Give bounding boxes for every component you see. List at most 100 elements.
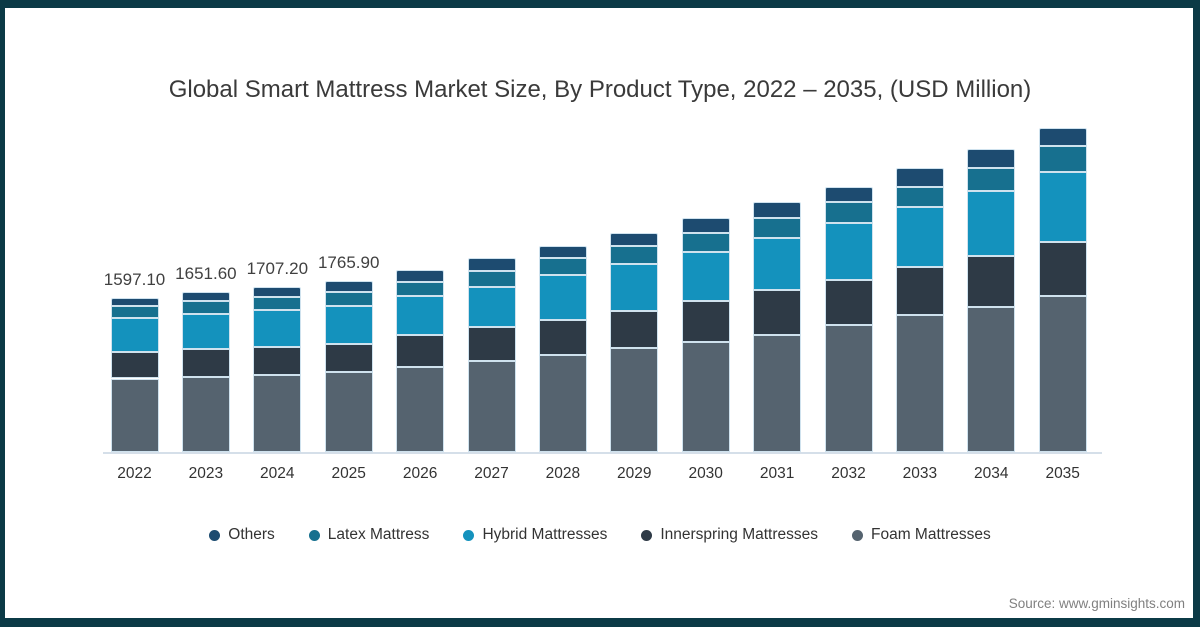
total-label-2025: 1765.90 [317, 253, 380, 273]
bar-segment-foam-2027 [467, 361, 516, 452]
x-axis-label-2024: 2024 [260, 465, 295, 482]
bar-segment-latex-2026 [396, 281, 445, 296]
bar-segment-hybrid-2028 [538, 274, 587, 321]
legend-dot-icon [641, 529, 653, 541]
bar-segment-hybrid-2027 [467, 286, 516, 327]
bar-segment-others-2027 [467, 258, 516, 271]
bar-segment-hybrid-2035 [1038, 171, 1087, 242]
bar-segment-others-2030 [681, 218, 730, 233]
bar-segment-latex-2031 [753, 217, 802, 238]
total-label-2024: 1707.20 [246, 258, 309, 278]
bar-segment-hybrid-2032 [824, 222, 873, 281]
bar-segment-innerspring-2033 [895, 266, 944, 315]
bar-segment-others-2026 [396, 270, 445, 282]
x-axis-label-2025: 2025 [331, 465, 366, 482]
bar-segment-others-2024 [253, 286, 302, 297]
bar-segment-hybrid-2023 [181, 313, 230, 350]
x-axis-label-2023: 2023 [188, 465, 224, 482]
x-axis-label-2022: 2022 [117, 465, 152, 482]
legend-item-foam: Foam Mattresses [852, 526, 991, 544]
bar-segment-latex-2032 [824, 201, 873, 223]
bar-segment-foam-2030 [681, 342, 730, 452]
bar-segment-latex-2023 [181, 301, 230, 314]
bar-segment-others-2023 [181, 292, 230, 302]
bar-segment-foam-2033 [895, 314, 944, 452]
bar-segment-hybrid-2022 [110, 318, 159, 353]
legend: Others Latex Mattress Hybrid Mattresses Inn… [0, 526, 1200, 544]
legend-item-latex: Latex Mattress [308, 526, 430, 544]
legend-label: Others [228, 526, 275, 543]
legend-item-hybrid: Hybrid Mattresses [463, 526, 607, 544]
x-axis-label-2032: 2032 [831, 465, 866, 482]
legend-item-innerspring: Innerspring Mattresses [641, 526, 818, 544]
bar-segment-foam-2023 [181, 377, 230, 452]
bar-segment-others-2033 [895, 168, 944, 187]
chart-title: Global Smart Mattress Market Size, By Pr… [168, 76, 1032, 103]
bar-segment-hybrid-2034 [967, 191, 1016, 257]
bar-segment-innerspring-2026 [396, 334, 445, 368]
legend-dot-icon [463, 529, 475, 541]
legend-label: Foam Mattresses [871, 526, 991, 543]
x-axis-label-2027: 2027 [474, 465, 509, 482]
bar-segment-others-2029 [610, 232, 659, 247]
bar-segment-others-2031 [753, 202, 802, 218]
x-axis-label-2033: 2033 [902, 465, 938, 482]
bar-segment-latex-2030 [681, 232, 730, 252]
bar-segment-hybrid-2029 [610, 264, 659, 311]
bar-segment-latex-2034 [967, 168, 1016, 192]
bar-segment-others-2034 [967, 149, 1016, 169]
legend-label: Hybrid Mattresses [482, 526, 608, 543]
bar-segment-innerspring-2029 [610, 311, 659, 349]
bar-segment-foam-2034 [967, 306, 1016, 452]
bar-segment-hybrid-2025 [324, 306, 373, 344]
legend-item-others: Others [209, 526, 275, 544]
bar-segment-foam-2022 [110, 378, 159, 452]
total-label-2023: 1651.60 [175, 264, 237, 284]
bar-segment-hybrid-2033 [895, 207, 944, 267]
bar-segment-latex-2025 [324, 292, 373, 307]
total-label-2022: 1597.10 [103, 269, 166, 289]
bar-segment-innerspring-2023 [181, 349, 230, 378]
bar-segment-latex-2028 [538, 258, 587, 275]
x-axis-label-2030: 2030 [688, 465, 723, 482]
bar-segment-innerspring-2035 [1038, 241, 1087, 296]
bar-segment-foam-2032 [824, 325, 873, 452]
bar-segment-hybrid-2026 [396, 295, 445, 335]
bar-segment-innerspring-2028 [538, 320, 587, 356]
bar-segment-latex-2027 [467, 270, 516, 287]
legend-dot-icon [308, 529, 320, 541]
bar-segment-latex-2029 [610, 246, 659, 265]
bar-segment-innerspring-2030 [681, 301, 730, 343]
bar-segment-innerspring-2034 [967, 256, 1016, 307]
bar-segment-latex-2035 [1038, 146, 1087, 172]
bar-segment-others-2028 [538, 245, 587, 258]
x-axis-label-2026: 2026 [402, 465, 438, 482]
bar-segment-innerspring-2025 [324, 343, 373, 372]
bar-segment-innerspring-2032 [824, 280, 873, 326]
bar-segment-latex-2024 [253, 296, 302, 310]
bar-segment-innerspring-2027 [467, 326, 516, 362]
x-axis-label-2029: 2029 [617, 465, 652, 482]
bar-segment-foam-2035 [1038, 295, 1087, 452]
x-axis-label-2034: 2034 [974, 465, 1009, 482]
legend-dot-icon [209, 529, 221, 541]
x-axis-label-2028: 2028 [545, 465, 581, 482]
bar-segment-foam-2024 [253, 374, 302, 452]
bar-segment-innerspring-2031 [753, 290, 802, 335]
bar-segment-foam-2026 [396, 367, 445, 452]
bar-segment-others-2022 [110, 297, 159, 306]
bar-segment-others-2032 [824, 186, 873, 202]
bar-segment-latex-2022 [110, 305, 159, 319]
bar-segment-foam-2031 [753, 334, 802, 452]
bar-segment-latex-2033 [895, 186, 944, 208]
x-axis-label-2031: 2031 [759, 465, 795, 482]
x-axis-label-2035: 2035 [1045, 465, 1080, 482]
bar-segment-innerspring-2022 [110, 352, 159, 379]
bar-segment-innerspring-2024 [253, 346, 302, 375]
bar-segment-foam-2029 [610, 348, 659, 452]
legend-dot-icon [852, 529, 863, 541]
bar-segment-hybrid-2030 [681, 251, 730, 302]
legend-label: Innerspring Mattresses [660, 526, 818, 543]
legend-label: Latex Mattress [327, 526, 430, 543]
